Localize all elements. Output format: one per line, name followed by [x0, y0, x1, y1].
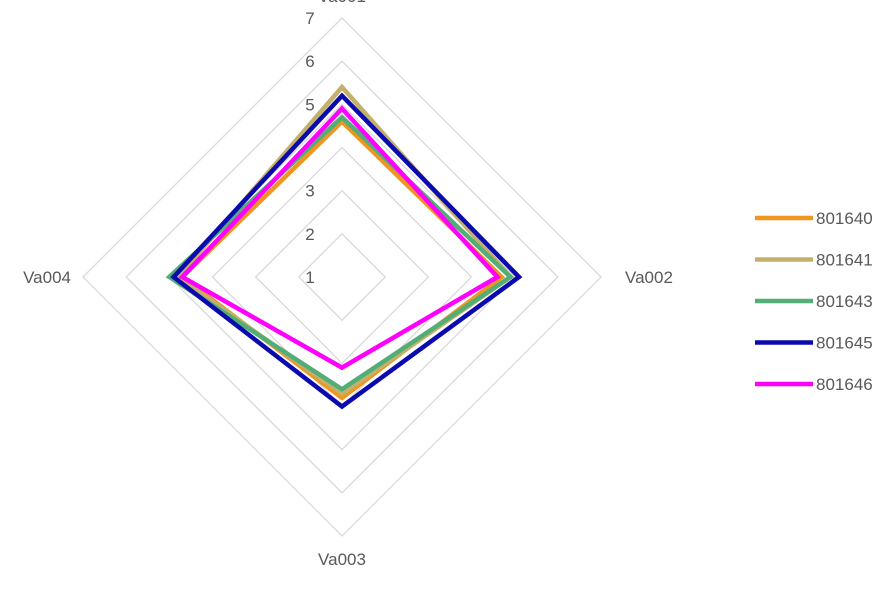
axis-label-va002: Va002: [625, 268, 673, 287]
axis-labels: Va001 Va002 Va003 Va004: [23, 0, 673, 569]
tick-label: 6: [305, 52, 314, 71]
axis-label-va004: Va004: [23, 268, 71, 287]
legend-item: 801643: [755, 292, 873, 311]
axis-label-va001: Va001: [318, 0, 366, 6]
tick-label: 5: [305, 95, 314, 114]
grid-ring-7: [82, 17, 602, 537]
axis-label-va003: Va003: [318, 550, 366, 569]
tick-label: 2: [305, 225, 314, 244]
legend-item: 801645: [755, 334, 873, 353]
legend-item: 801646: [755, 375, 873, 394]
tick-label: 7: [305, 9, 314, 28]
grid-ring-3: [254, 189, 430, 365]
tick-label: 1: [305, 268, 314, 287]
legend-item: 801641: [755, 251, 873, 270]
legend-label: 801640: [816, 209, 873, 228]
series-801645: [170, 92, 523, 410]
legend-label: 801643: [816, 292, 873, 311]
legend-label: 801641: [816, 251, 873, 270]
grid-ring-2: [297, 232, 387, 322]
legend-label: 801645: [816, 334, 873, 353]
tick-label: 3: [305, 182, 314, 201]
series-801643: [165, 114, 514, 392]
legend-item: 801640: [755, 209, 873, 228]
grid-ring-6: [125, 60, 559, 494]
legend-label: 801646: [816, 375, 873, 394]
series-801646: [178, 105, 501, 371]
series-lines: [165, 83, 523, 410]
legend: 801640 801641 801643 801645 801646: [755, 209, 873, 394]
